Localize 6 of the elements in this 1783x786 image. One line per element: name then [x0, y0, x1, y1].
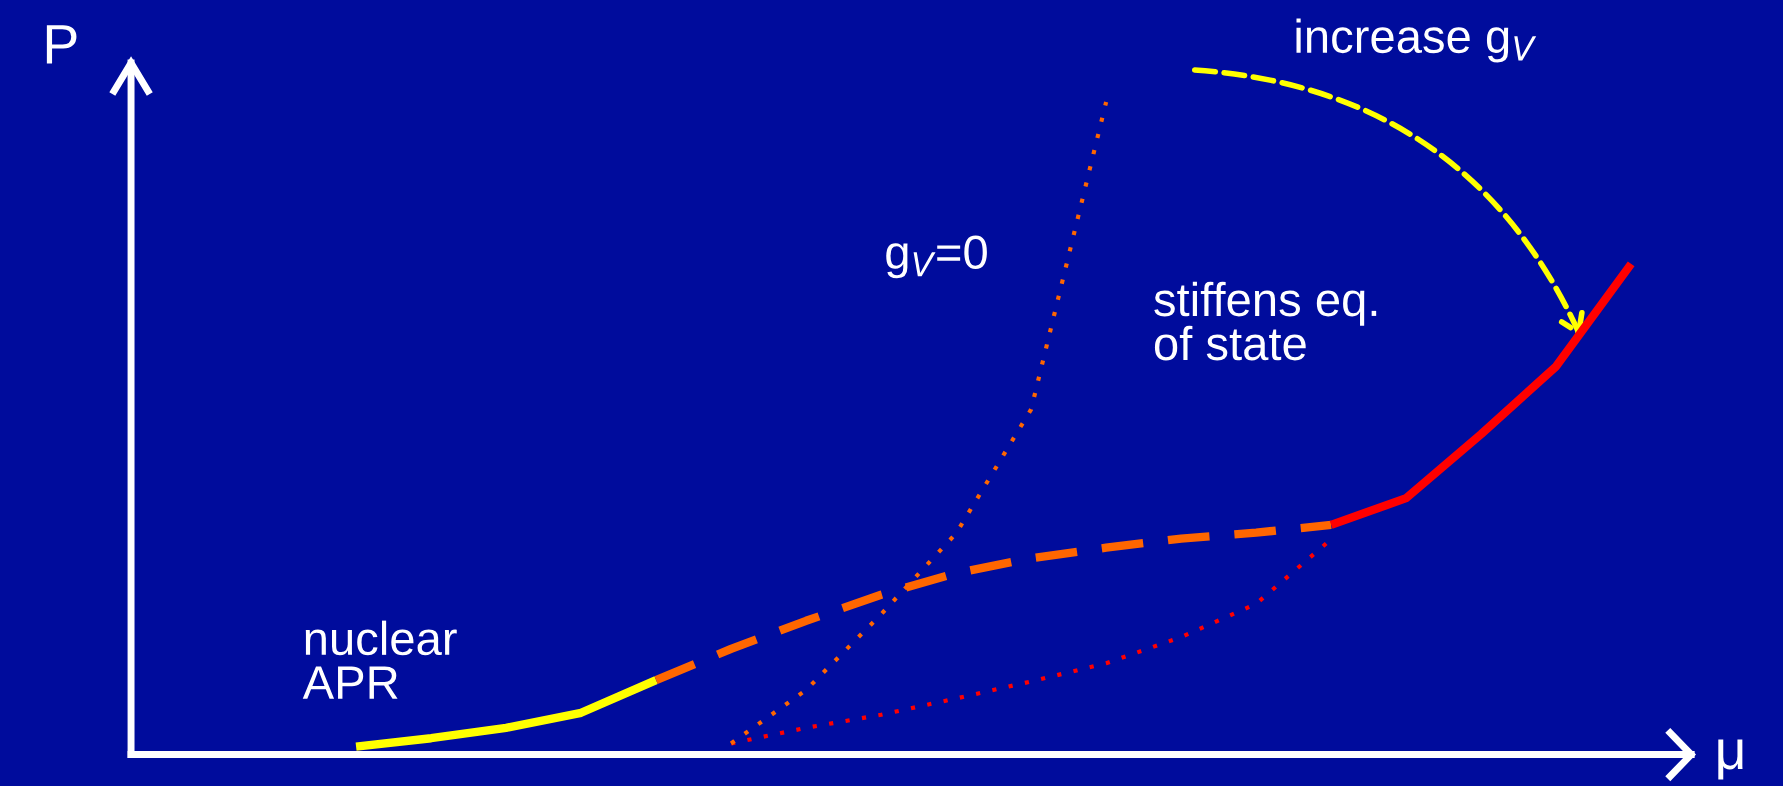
text: increase g$_{V}$ [1296, 18, 1537, 63]
annotation: nuclear APR [302, 620, 457, 699]
x-axis-title: μ [1718, 739, 1743, 780]
annotation: g$_{V}$=0 [886, 235, 987, 279]
annotation: stiffens eq. of state [1154, 281, 1377, 361]
y-axis-title: P [46, 25, 77, 64]
